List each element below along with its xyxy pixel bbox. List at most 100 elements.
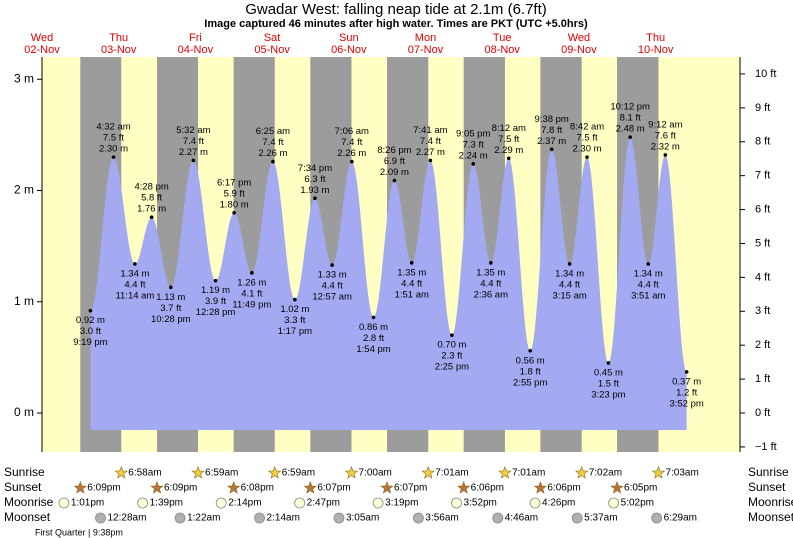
tide-label: 1:54 pm [356, 344, 390, 355]
moonset-icon [492, 512, 504, 524]
row-label: Moonrise [748, 495, 793, 509]
row-label: Sunset [4, 480, 42, 494]
tide-area [90, 137, 687, 430]
tide-extreme [684, 370, 689, 374]
moonset-icon [174, 512, 186, 524]
date-label: 05-Nov [254, 44, 290, 56]
sunset-time: 6:07pm [317, 483, 350, 494]
tide-label: 7.5 ft [103, 133, 124, 144]
chart-title: Gwadar West: falling neap tide at 2.1m (… [245, 1, 547, 18]
moonset-time: 2:14am [267, 513, 300, 524]
moonset-icon [333, 512, 345, 524]
tide-label: 7:06 am [335, 126, 369, 137]
y2-tick-label: 5 ft [755, 237, 770, 249]
row-label: Moonset [748, 510, 793, 524]
tide-label: 7.5 ft [498, 134, 519, 145]
sun-icon [651, 465, 666, 479]
sun-icon [344, 465, 359, 479]
tide-label: 2.09 m [380, 167, 409, 178]
sun-icon [456, 480, 471, 494]
tide-label: 1:51 am [395, 289, 429, 300]
tide-extreme [330, 263, 334, 267]
sunrise-time: 7:00am [358, 468, 391, 479]
weekday-label: Tue [493, 32, 512, 44]
moonset-time: 1:22am [187, 513, 220, 524]
tide-extreme [350, 159, 354, 164]
moonrise-time: 2:47pm [307, 498, 340, 509]
tide-label: 0.86 m [359, 322, 388, 333]
tide-label: 0.70 m [437, 340, 466, 351]
tide-label: 7.8 ft [541, 125, 562, 136]
tide-label: 2.3 ft [441, 351, 462, 362]
date-label: 08-Nov [484, 44, 520, 56]
tide-label: 2.8 ft [363, 333, 384, 344]
moonset-icon [571, 512, 583, 524]
moonrise-time: 3:52pm [464, 498, 497, 509]
tide-label: 2.48 m [616, 124, 645, 135]
tide-extreme [606, 361, 611, 365]
y2-tick-label: 8 ft [755, 136, 770, 148]
tide-label: 2.30 m [573, 144, 602, 155]
tide-label: 0.45 m [594, 368, 623, 379]
tide-label: 9:38 pm [535, 114, 569, 125]
tide-label: 12:57 am [312, 292, 352, 303]
sun-icon [150, 480, 164, 494]
tide-label: 2.32 m [651, 141, 680, 152]
sun-icon [421, 465, 435, 479]
moonrise-icon [608, 497, 620, 509]
tide-label: 3.0 ft [80, 326, 101, 337]
date-label: 09-Nov [561, 44, 597, 56]
y2-tick-label: 10 ft [755, 68, 776, 80]
tide-extreme [250, 271, 254, 275]
sun-icon [226, 480, 241, 494]
tide-label: 9:19 pm [73, 337, 107, 348]
date-label: 07-Nov [408, 44, 444, 56]
tide-extreme [313, 196, 317, 201]
tide-label: 2.30 m [99, 144, 128, 155]
sunrise-time: 6:59am [205, 468, 238, 479]
tide-label: 7.4 ft [183, 136, 204, 147]
tide-extreme [271, 159, 275, 164]
sun-icon [267, 465, 282, 479]
sunrise-time: 6:58am [128, 468, 161, 479]
y-tick-label: 3 m [14, 71, 34, 85]
moonrise-icon [58, 497, 70, 509]
sunset-time: 6:06pm [547, 483, 580, 494]
tide-label: 3:23 pm [591, 390, 625, 401]
moonrise-time: 1:01pm [71, 498, 104, 509]
moonset-icon [95, 512, 106, 524]
moonrise-time: 3:19pm [385, 498, 418, 509]
tide-extreme [489, 261, 493, 265]
tide-label: 1.5 ft [598, 379, 619, 390]
tide-label: 4.4 ft [480, 278, 501, 289]
moonset-time: 3:56am [425, 513, 458, 524]
sunset-time: 6:09pm [164, 483, 197, 494]
moonrise-time: 5:02pm [621, 498, 654, 509]
tide-label: 1.34 m [120, 268, 149, 279]
tide-extreme [169, 285, 173, 290]
tide-label: 4:28 pm [134, 182, 168, 193]
y2-tick-label: 4 ft [755, 271, 770, 283]
tide-label: 2:55 pm [513, 377, 547, 388]
tide-label: 2.24 m [459, 150, 488, 161]
weekday-label: Sun [339, 32, 359, 44]
tide-label: 5:32 am [176, 125, 210, 136]
tide-label: 2:36 am [474, 289, 508, 300]
tide-label: 3.3 ft [284, 315, 305, 326]
moonrise-icon [451, 497, 462, 509]
tide-label: 7.4 ft [262, 137, 283, 148]
moon-phase: First Quarter | 9:38pm [35, 527, 123, 537]
weekday-label: Mon [415, 32, 436, 44]
tide-extreme [371, 315, 376, 320]
tide-label: 1.34 m [555, 268, 584, 279]
sun-icon [303, 480, 318, 494]
tide-label: 5.8 ft [141, 193, 162, 204]
moonrise-icon [529, 497, 541, 509]
tide-label: 1.19 m [201, 285, 230, 296]
sun-icon [498, 465, 512, 479]
tide-extreme [663, 153, 668, 157]
sun-icon [574, 465, 589, 479]
tide-label: 5.9 ft [224, 188, 245, 199]
date-label: 03-Nov [101, 44, 137, 56]
